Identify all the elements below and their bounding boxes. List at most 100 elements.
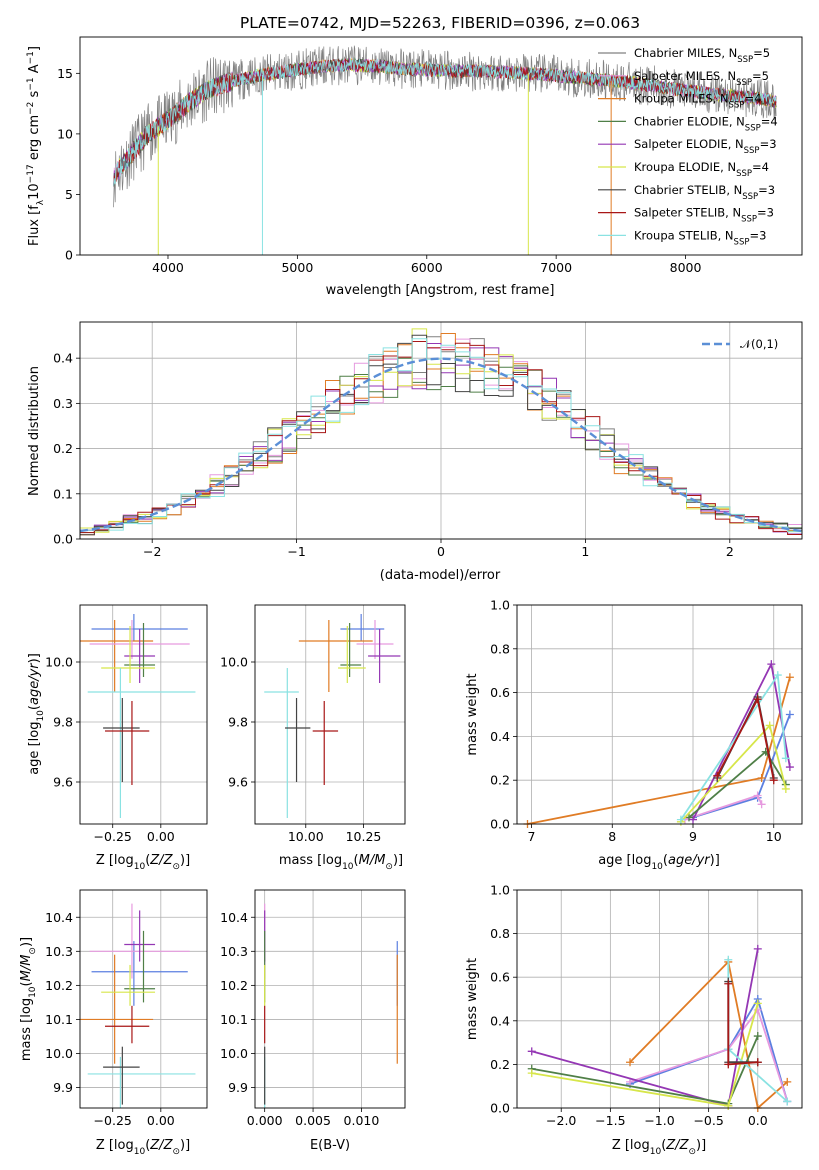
mass-weight-vs-Z-point-marker [753,1032,762,1041]
residuals-xtick-label: −1 [287,544,305,559]
legend-entry: Chabrier MILES, NSSP=5 [634,46,770,65]
age-vs-Z-xlabel-part: Z/Z [149,853,173,868]
spectrum-ylabel-part: s [27,90,42,101]
legend-tail: =4 [744,92,761,106]
age-vs-Z-xlabel-part: )] [180,853,190,868]
mass-weight-vs-Z-xlabel-part: ⊙ [688,1147,696,1157]
spectrum-ytick-label: 0 [65,248,73,263]
mass-vs-Z-ytick-label: 9.9 [53,1080,73,1095]
mass-vs-EBV-ytick-label: 10.4 [220,910,248,925]
spectrum-ylabel-part: −2 [26,102,36,115]
age-vs-mass-points [264,614,401,818]
mass-weight-vs-age-point-marker [765,721,774,730]
mass-weight-vs-Z-xlabel-part: ( [661,1138,666,1153]
spectrum-frame [79,36,803,256]
mass-vs-Z-ylabel-part: ⊙ [28,947,38,955]
legend-tail: =3 [749,228,766,242]
mass-weight-vs-Z-xtick-label: −0.5 [693,1113,723,1128]
residuals-xtick-label: 2 [726,544,734,559]
mass-vs-Z-xlabel-part: Z/Z [149,1138,173,1153]
age-vs-Z-xtick-label: −0.25 [94,829,132,844]
mass-vs-Z-ylabel-part: mass [log [19,998,34,1061]
mass-vs-Z-xlabel-part: 10 [134,1147,146,1157]
mass-weight-vs-age-ytick-label: 0.0 [490,817,510,832]
mass-weight-vs-Z-ytick-label: 1.0 [490,883,510,898]
mass-weight-vs-Z-point-marker [724,1060,733,1069]
residuals-ytick-label: 0.1 [53,486,73,501]
mass-weight-vs-age-point-marker [689,815,698,824]
mass-weight-vs-age-point-marker [767,660,776,669]
residuals-ytick-label: 0.0 [53,532,73,547]
mass-weight-vs-Z-xtick-label: −2.0 [546,1113,576,1128]
age-vs-Z-ylabel: age [log10(age/yr)] [27,653,46,775]
legend-label: Chabrier MILES, N [634,46,737,60]
mass-weight-vs-Z-point-marker [753,1058,762,1067]
mass-weight-vs-age-point-marker [684,813,693,822]
mass-weight-vs-Z-xtick-label: −1.5 [595,1113,625,1128]
mass-vs-EBV-xtick-label: 0.005 [295,1113,331,1128]
residuals-xtick-label: 0 [437,544,445,559]
mass-weight-vs-Z-ytick-label: 0.8 [490,926,510,941]
age-vs-mass-xlabel-part: 10 [342,862,354,872]
spectrum-ylabel-part: erg cm [27,115,42,164]
mass-weight-vs-age-point-marker [753,695,762,704]
mass-weight-vs-Z-xlabel-part: )] [696,1138,706,1153]
mass-vs-Z-ytick-label: 10.2 [45,978,73,993]
mass-weight-vs-age-ytick-label: 1.0 [490,598,510,613]
legend-sub: SSP [734,237,750,247]
spectrum-xtick-label: 5000 [281,260,313,275]
legend-sub: SSP [736,78,752,88]
age-vs-Z-xlabel-part: ⊙ [172,862,180,872]
spectrum-ylabel-part: ] [27,46,42,51]
mass-vs-Z-ytick-label: 10.0 [45,1046,73,1061]
residuals-ytick-label: 0.2 [53,441,73,456]
mass-weight-vs-Z-ytick-label: 0.0 [490,1101,510,1116]
spectrum-ylabel-part: λ [36,199,46,205]
mass-weight-vs-Z-xtick-label: 0.0 [748,1113,768,1128]
mass-weight-vs-age-series-line [692,661,791,821]
residuals-xtick-label: 1 [581,544,589,559]
mass-weight-vs-age-ytick-label: 0.8 [490,641,510,656]
mass-vs-Z-xlabel-part: ( [145,1138,150,1153]
mass-weight-vs-age-xtick-label: 8 [608,829,616,844]
mass-weight-vs-age-point-marker [781,754,790,763]
age-vs-Z-xlabel-part: Z [log [96,853,134,868]
age-vs-mass-xlabel-part: ⊙ [385,862,393,872]
legend-tail: =4 [752,160,769,174]
spectrum-xtick-label: 8000 [670,260,702,275]
spectrum-xtick-label: 7000 [540,260,572,275]
age-vs-Z-ytick-label: 9.8 [53,715,73,730]
mass-vs-EBV-ytick-label: 10.0 [220,1046,248,1061]
mass-vs-EBV-points [264,903,398,1108]
mass-weight-vs-Z-series-line [531,1003,759,1107]
spectrum-ylabel-part: 10 [27,183,42,200]
spectrum-ylabel-part: A [27,64,42,77]
legend-label: Kroupa STELIB, N [634,228,734,242]
residuals-frame [79,321,803,540]
legend-sub: SSP [737,55,753,65]
residuals-ytick-label: 0.3 [53,396,73,411]
age-vs-Z-ylabel-part: age [log [27,722,42,775]
legend-tail: =3 [760,137,777,151]
spectrum-xlabel: wavelength [Angstrom, rest frame] [326,283,555,298]
mass-weight-vs-Z-point-marker [783,1097,792,1106]
mass-vs-Z-xlabel: Z [log10(Z/Z⊙)] [96,1138,190,1157]
legend-tail: =5 [752,69,769,83]
legend-entry: Kroupa ELODIE, NSSP=4 [634,160,769,179]
mass-weight-vs-age-point-marker [713,771,722,780]
mass-weight-vs-age-point-marker [781,784,790,793]
mass-weight-vs-age-xlabel-part: ( [663,853,668,868]
mass-weight-vs-Z-series-line [629,960,788,1110]
mass-weight-vs-Z-ytick-label: 0.2 [490,1057,510,1072]
mass-weight-vs-age-point-marker [676,815,685,824]
legend-label: Salpeter MILES, N [634,69,736,83]
mass-weight-vs-age-xtick-label: 10 [766,829,782,844]
mass-vs-EBV-ytick-label: 10.3 [220,944,248,959]
age-vs-mass-xlabel-part: M/M [359,853,386,868]
mass-vs-Z-xtick-label: −0.25 [94,1113,132,1128]
age-vs-Z-xlabel-part: 10 [134,862,146,872]
legend-entry: Kroupa STELIB, NSSP=3 [634,228,766,247]
age-vs-Z-ylabel-part: age/yr [27,662,42,705]
figure-title: PLATE=0742, MJD=52263, FIBERID=0396, z=0… [240,14,640,32]
legend-label: Kroupa ELODIE, N [634,160,736,174]
